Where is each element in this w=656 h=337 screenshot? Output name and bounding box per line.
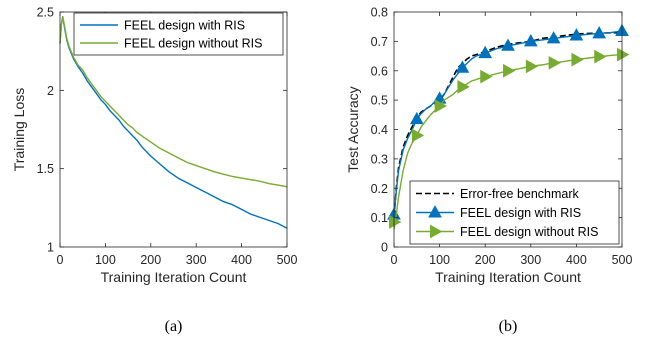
x-tick-label: 400	[231, 253, 252, 267]
x-tick-label: 500	[612, 253, 633, 267]
y-axis-label: Training Loss	[11, 88, 27, 172]
x-axis-label: Training Iteration Count	[435, 269, 581, 285]
x-tick-label: 100	[429, 253, 450, 267]
series-2-marker	[480, 69, 493, 84]
series-2-marker	[503, 63, 516, 78]
y-tick-label: 0.6	[371, 64, 388, 78]
legend-label-0: Error-free benchmark	[460, 187, 580, 201]
x-tick-label: 100	[95, 253, 116, 267]
y-tick-label: 0.8	[371, 6, 388, 20]
series-1-marker	[592, 26, 607, 39]
legend-label-1: FEEL design with RIS	[460, 206, 581, 220]
series-2-marker	[617, 47, 630, 62]
x-tick-label: 400	[566, 253, 587, 267]
chart-caption: (a)	[165, 318, 183, 335]
y-tick-label: 1.5	[37, 162, 54, 176]
x-tick-label: 0	[391, 253, 398, 267]
x-tick-label: 200	[475, 253, 496, 267]
chart-caption: (b)	[499, 318, 518, 335]
series-2-marker	[571, 52, 584, 67]
series-2-marker	[434, 99, 447, 113]
series-2-marker	[548, 55, 561, 70]
x-tick-label: 300	[520, 253, 541, 267]
y-tick-label: 0.4	[371, 123, 388, 137]
legend-box	[73, 12, 284, 56]
series-line-1	[59, 16, 288, 188]
series-1-marker	[409, 111, 424, 125]
series-2-marker	[594, 49, 607, 64]
y-tick-label: 1	[47, 241, 54, 255]
series-2-marker	[457, 80, 470, 94]
series-1-marker	[501, 38, 515, 51]
axes-box	[59, 11, 288, 248]
series-1-marker	[569, 28, 584, 41]
series-1-marker	[546, 31, 561, 44]
test-accuracy-chart: 0 100 200 300 400 500 0 0.1 0.2 0.3 0.4 0.5 0.6 0.7 0.…	[345, 6, 632, 336]
x-axis-label: Training Iteration Count	[101, 269, 247, 285]
series-2-marker	[525, 59, 539, 74]
legend-marker-2	[430, 224, 443, 239]
y-tick-label: 0	[381, 241, 388, 255]
y-tick-label: 0.1	[371, 211, 388, 225]
legend-marker-1	[428, 205, 442, 218]
x-tick-label: 0	[57, 253, 64, 267]
series-1-marker	[455, 60, 470, 73]
legend-label-2: FEEL design without RIS	[460, 225, 599, 239]
legend-label-1: FEEL design without RIS	[124, 37, 263, 51]
series-2-marker	[411, 128, 425, 143]
y-tick-label: 0.3	[371, 152, 388, 166]
x-tick-label: 300	[186, 253, 207, 267]
training-loss-chart: 0 100 200 300 400 500 1 1.5 2 2.5 Training Iterati…	[11, 6, 297, 336]
x-tick-label: 200	[140, 253, 161, 267]
series-2-marker	[389, 215, 402, 229]
series-line-0	[59, 16, 288, 229]
y-tick-label: 2	[47, 84, 54, 98]
y-tick-label: 0.7	[371, 35, 388, 49]
y-tick-label: 2.5	[37, 6, 54, 20]
y-axis-label: Test Accuracy	[345, 86, 361, 172]
series-1-marker	[523, 34, 538, 47]
y-tick-label: 0.5	[371, 94, 388, 108]
series-1-marker	[478, 45, 493, 59]
x-tick-label: 500	[277, 253, 298, 267]
legend-label-0: FEEL design with RIS	[124, 19, 245, 33]
y-tick-label: 0.2	[371, 182, 388, 196]
